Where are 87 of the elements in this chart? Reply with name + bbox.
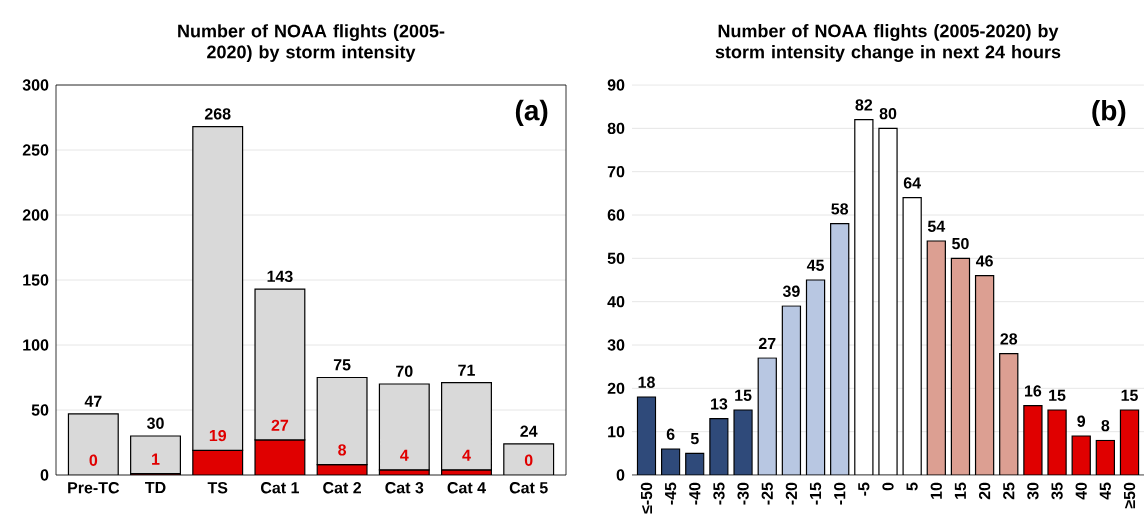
total-label: 70 — [396, 365, 413, 377]
data-label: 46 — [975, 255, 993, 267]
total-label: 71 — [458, 364, 475, 376]
y-tick-label: 30 — [607, 339, 625, 351]
data-label: 6 — [666, 428, 675, 440]
data-label: 0 — [89, 454, 98, 466]
x-tick-label: 45 — [1099, 482, 1111, 500]
y-tick-label: 60 — [607, 209, 625, 221]
x-tick-label: -40 — [689, 482, 701, 505]
x-tick-label: Cat 4 — [447, 482, 486, 494]
data-label: 80 — [879, 107, 897, 120]
total-label: 268 — [204, 108, 231, 120]
x-tick-label: 30 — [1027, 482, 1039, 500]
data-label: 13 — [711, 398, 728, 410]
total-label: 30 — [147, 417, 164, 429]
data-label: 58 — [831, 203, 849, 215]
data-label: 39 — [782, 285, 800, 297]
data-label: 1 — [152, 453, 160, 465]
x-tick-label: -20 — [785, 482, 798, 505]
x-tick-label: 40 — [1075, 482, 1087, 500]
x-tick-label: Pre-TC — [68, 482, 120, 494]
annotation: (a) — [515, 99, 548, 126]
x-tick-label: 20 — [978, 482, 991, 500]
x-tick-label: TS — [207, 482, 228, 494]
data-label: 8 — [338, 444, 347, 456]
x-tick-label: 25 — [1003, 482, 1015, 500]
x-tick-label: TD — [145, 482, 166, 494]
chart-title: Number of NOAA flights (2005-2020) by storm intensity — [178, 24, 445, 62]
y-tick-label: 90 — [607, 79, 625, 91]
data-label: 82 — [855, 99, 873, 111]
data-label: 16 — [1025, 385, 1042, 397]
data-label: 5 — [690, 433, 699, 445]
y-tick-label: 0 — [40, 469, 49, 481]
data-label: 15 — [1121, 389, 1138, 401]
total-label: 143 — [267, 270, 293, 283]
data-label: 64 — [903, 177, 921, 189]
x-tick-label: ≤-50 — [640, 482, 653, 514]
x-tick-label: 5 — [906, 482, 918, 491]
y-tick-label: 50 — [607, 252, 625, 265]
x-tick-label: Cat 5 — [509, 482, 548, 494]
y-tick-label: 50 — [31, 404, 49, 416]
total-label: 47 — [84, 395, 102, 407]
y-tick-label: 80 — [607, 122, 625, 135]
data-label: 9 — [1077, 415, 1086, 427]
y-tick-label: 150 — [23, 274, 49, 286]
data-label: 4 — [400, 449, 409, 461]
data-label: 15 — [1049, 389, 1066, 401]
x-tick-label: -10 — [834, 482, 846, 505]
x-tick-label: Cat 1 — [261, 482, 299, 494]
x-tick-label: -35 — [713, 482, 725, 505]
data-label: 27 — [758, 337, 776, 349]
x-tick-label: -30 — [737, 482, 749, 505]
x-tick-label: 10 — [930, 482, 942, 499]
x-tick-label: -5 — [858, 482, 870, 496]
y-tick-label: 250 — [22, 144, 49, 156]
y-tick-label: 0 — [616, 469, 625, 481]
x-tick-label: 15 — [954, 482, 967, 499]
data-label: 50 — [952, 237, 969, 250]
x-tick-label: -25 — [761, 482, 773, 505]
x-tick-label: ≥50 — [1123, 482, 1136, 509]
x-tick-label: Cat 2 — [323, 482, 361, 494]
data-label: 8 — [1101, 419, 1110, 432]
data-label: 28 — [1000, 333, 1018, 345]
data-label: 4 — [462, 449, 471, 461]
data-label: 45 — [806, 259, 824, 271]
total-label: 75 — [333, 359, 351, 371]
data-label: 27 — [271, 419, 289, 431]
x-tick-label: -15 — [809, 482, 822, 505]
y-tick-label: 200 — [22, 209, 49, 221]
y-tick-label: 300 — [22, 79, 49, 91]
x-tick-label: Cat 3 — [385, 482, 424, 494]
data-label: 15 — [735, 389, 752, 401]
x-tick-label: 0 — [882, 482, 894, 491]
total-label: 24 — [520, 425, 538, 437]
x-tick-label: 35 — [1051, 482, 1063, 500]
y-tick-label: 40 — [607, 296, 625, 308]
annotation: (b) — [1092, 99, 1126, 126]
data-label: 54 — [927, 220, 946, 232]
chart-title: Number of NOAA flights (2005-2020) by storm intensity change in next 24 hours — [715, 24, 1061, 62]
x-tick-label: -45 — [665, 482, 677, 505]
data-label: 19 — [209, 429, 227, 442]
y-tick-label: 10 — [608, 426, 625, 438]
y-tick-label: 100 — [23, 339, 49, 351]
data-label: 0 — [524, 454, 533, 466]
data-label: 18 — [638, 376, 655, 388]
y-tick-label: 70 — [607, 166, 625, 178]
y-tick-label: 20 — [607, 382, 625, 394]
